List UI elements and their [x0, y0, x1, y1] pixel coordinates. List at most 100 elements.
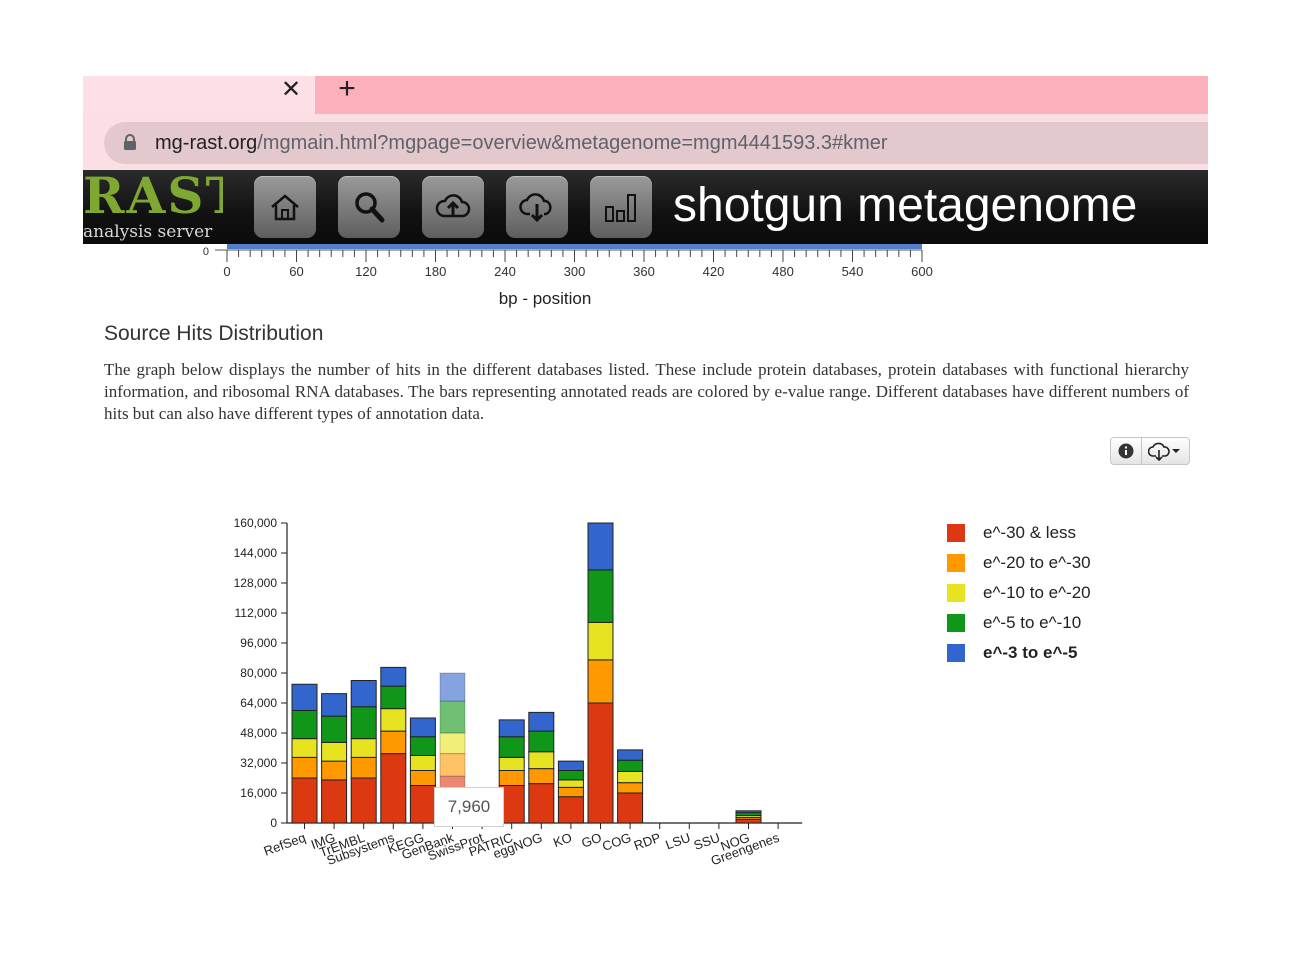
bp-position-axis: 0 0 60 120 180 240 300 360 420 480 540 600 bp - posi…: [203, 244, 933, 308]
analysis-button[interactable]: [590, 176, 652, 238]
bar-segment[interactable]: [557, 760, 584, 771]
cloud-download-icon: [1148, 442, 1180, 461]
legend-item[interactable]: e^-30 & less: [945, 520, 1165, 550]
bar-segment[interactable]: [617, 770, 644, 784]
bar-segment[interactable]: [498, 736, 525, 758]
bar-segment[interactable]: [587, 522, 614, 571]
bar-segment[interactable]: [617, 759, 644, 772]
x-tick-label: SSU: [692, 830, 722, 853]
plus-icon[interactable]: +: [338, 72, 356, 105]
bar-segment[interactable]: [409, 770, 436, 786]
bar-segment[interactable]: [735, 818, 762, 824]
section-title: Source Hits Distribution: [104, 322, 324, 345]
bar-segment[interactable]: [587, 702, 614, 824]
bar-segment[interactable]: [350, 756, 377, 779]
bar-segment[interactable]: [291, 756, 318, 779]
bar-segment[interactable]: [617, 782, 644, 794]
legend-label: e^-3 to e^-5: [983, 643, 1078, 662]
bar-segment[interactable]: [291, 738, 318, 758]
close-icon[interactable]: ✕: [281, 76, 302, 103]
bar-segment[interactable]: [380, 685, 407, 710]
bar-segment[interactable]: [557, 796, 584, 824]
download-button[interactable]: [506, 176, 568, 238]
bar-segment[interactable]: [528, 768, 555, 785]
bar-segment[interactable]: [291, 683, 318, 711]
bar-segment[interactable]: [528, 730, 555, 753]
bar-segment[interactable]: [350, 777, 377, 824]
legend-item[interactable]: e^-20 to e^-30: [945, 550, 1165, 580]
lock-icon[interactable]: [123, 134, 137, 150]
chart-download-button[interactable]: [1142, 438, 1189, 464]
bar-tooltip: 7,960: [434, 787, 504, 827]
bar-segment[interactable]: [321, 693, 348, 717]
bar-segment[interactable]: [587, 659, 614, 704]
bar-segment[interactable]: [617, 749, 644, 761]
legend-label: e^-30 & less: [983, 523, 1077, 542]
bar-segment[interactable]: [321, 741, 348, 762]
info-button[interactable]: [1111, 438, 1142, 464]
bar-segment[interactable]: [350, 738, 377, 758]
upload-button[interactable]: [422, 176, 484, 238]
bar-segment[interactable]: [498, 756, 525, 771]
y-tick-label: 96,000: [240, 636, 277, 650]
y-tick-label: 32,000: [240, 756, 277, 770]
legend-item[interactable]: e^-10 to e^-20: [945, 580, 1165, 610]
y-tick-label: 64,000: [240, 696, 277, 710]
bar-segment[interactable]: [439, 753, 466, 777]
legend-swatch: [947, 524, 965, 542]
y-tick-label: 128,000: [234, 576, 278, 590]
bar-segment[interactable]: [587, 621, 614, 661]
search-button[interactable]: [338, 176, 400, 238]
legend-label: e^-5 to e^-10: [983, 613, 1082, 632]
section-description: The graph below displays the number of h…: [104, 360, 1189, 423]
bar-segment[interactable]: [557, 779, 584, 788]
bar-segment[interactable]: [380, 708, 407, 732]
bar-segment[interactable]: [528, 783, 555, 824]
bar-segment[interactable]: [380, 666, 407, 687]
bar-segment[interactable]: [557, 770, 584, 781]
bar-segment[interactable]: [321, 760, 348, 781]
bar-segment[interactable]: [439, 700, 466, 734]
legend-item[interactable]: e^-3 to e^-5: [945, 640, 1165, 670]
bar-segment[interactable]: [321, 779, 348, 824]
y-tick-label: 80,000: [240, 666, 277, 680]
bar-segment[interactable]: [321, 715, 348, 743]
bar-segment[interactable]: [291, 777, 318, 824]
bar-segment[interactable]: [409, 755, 436, 771]
x-tick-label: LSU: [663, 830, 692, 853]
url-text[interactable]: mg-rast.org/mgmain.html?mgpage=overview&…: [155, 129, 888, 157]
bar-segment[interactable]: [291, 710, 318, 740]
bar-segment[interactable]: [498, 719, 525, 738]
bar-segment[interactable]: [439, 732, 466, 755]
position-bar: [227, 244, 922, 249]
logo-subtitle: analysis server: [83, 222, 213, 242]
bar-segment[interactable]: [350, 680, 377, 708]
search-icon: [355, 192, 385, 223]
bar-segment[interactable]: [528, 711, 555, 732]
x-tick-label: RefSeq: [262, 830, 308, 859]
bar-segment[interactable]: [617, 792, 644, 824]
logo[interactable]: RAST: [83, 166, 223, 225]
bar-segment[interactable]: [498, 770, 525, 786]
bar-segment[interactable]: [380, 753, 407, 824]
url-host: mg-rast.org: [155, 132, 258, 154]
page-title: shotgun metagenome: [673, 179, 1138, 232]
active-tab[interactable]: [83, 76, 315, 114]
bar-segment[interactable]: [380, 730, 407, 755]
axis-tick-label: 540: [842, 264, 864, 279]
bar-segment[interactable]: [409, 785, 436, 824]
bar-segment[interactable]: [409, 717, 436, 738]
axis-tick-label: 300: [564, 264, 586, 279]
bar-segment[interactable]: [557, 786, 584, 798]
home-button[interactable]: [254, 176, 316, 238]
bar-segment[interactable]: [587, 569, 614, 623]
address-bar[interactable]: [104, 122, 1208, 164]
bar-segment[interactable]: [528, 751, 555, 770]
bar-segment[interactable]: [350, 706, 377, 740]
axis-title: bp - position: [499, 289, 592, 308]
bar-segment[interactable]: [409, 736, 436, 756]
url-path: /mgmain.html?mgpage=overview&metagenome=…: [257, 132, 888, 154]
bar-segment[interactable]: [439, 672, 466, 702]
bar-segment[interactable]: [735, 810, 762, 814]
legend-item[interactable]: e^-5 to e^-10: [945, 610, 1165, 640]
